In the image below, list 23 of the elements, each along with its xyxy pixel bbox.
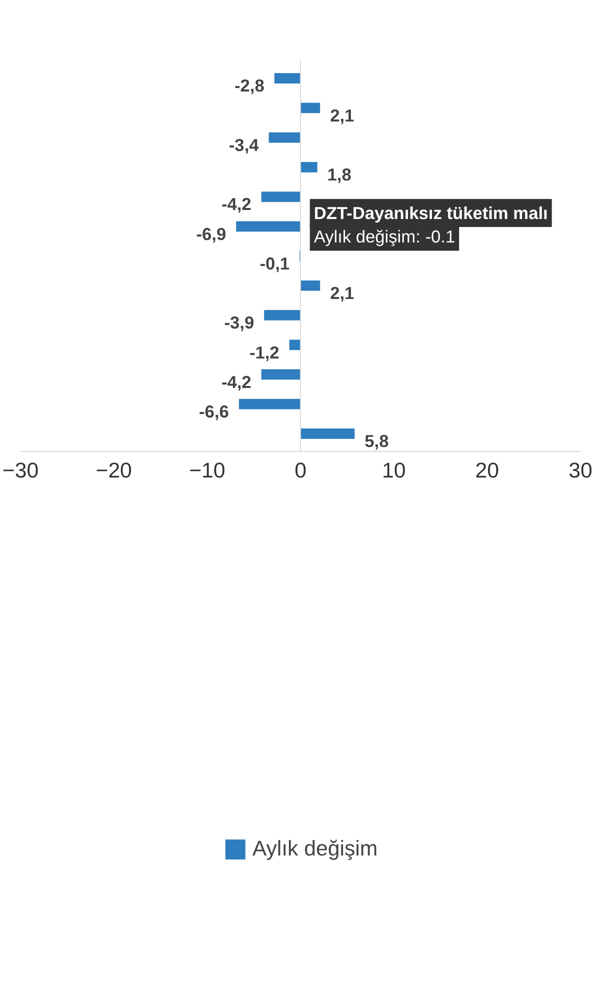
data-label: 5,8 xyxy=(364,431,390,452)
data-label: -6,9 xyxy=(196,224,226,244)
data-label: -3,9 xyxy=(224,312,254,333)
data-label: -6,6 xyxy=(199,402,230,422)
legend-label: Aylık değişim xyxy=(252,836,378,862)
data-label: 1,8 xyxy=(327,164,352,185)
x-tick-label: 10 xyxy=(382,458,406,482)
x-tick-label: −10 xyxy=(189,458,226,482)
data-label: -1,2 xyxy=(249,342,280,362)
annotation: Aylık değişim: -0.1 xyxy=(314,226,456,247)
data-label: 2,1 xyxy=(330,283,355,304)
data-label: -4,2 xyxy=(221,372,252,392)
data-label: -0,1 xyxy=(260,253,290,274)
x-tick-label: 0 xyxy=(294,458,307,482)
data-label: -3,4 xyxy=(228,134,260,155)
annotation: DZT-Dayanıksız tüketim malı xyxy=(314,203,548,224)
x-tick-label: −20 xyxy=(96,458,132,482)
x-tick-label: −30 xyxy=(2,458,39,482)
x-tick-label: 30 xyxy=(568,458,592,482)
data-label: -2,8 xyxy=(234,76,265,96)
data-label: -4,2 xyxy=(221,194,252,214)
x-tick-label: 20 xyxy=(475,458,500,482)
data-label: 2,1 xyxy=(330,105,355,126)
